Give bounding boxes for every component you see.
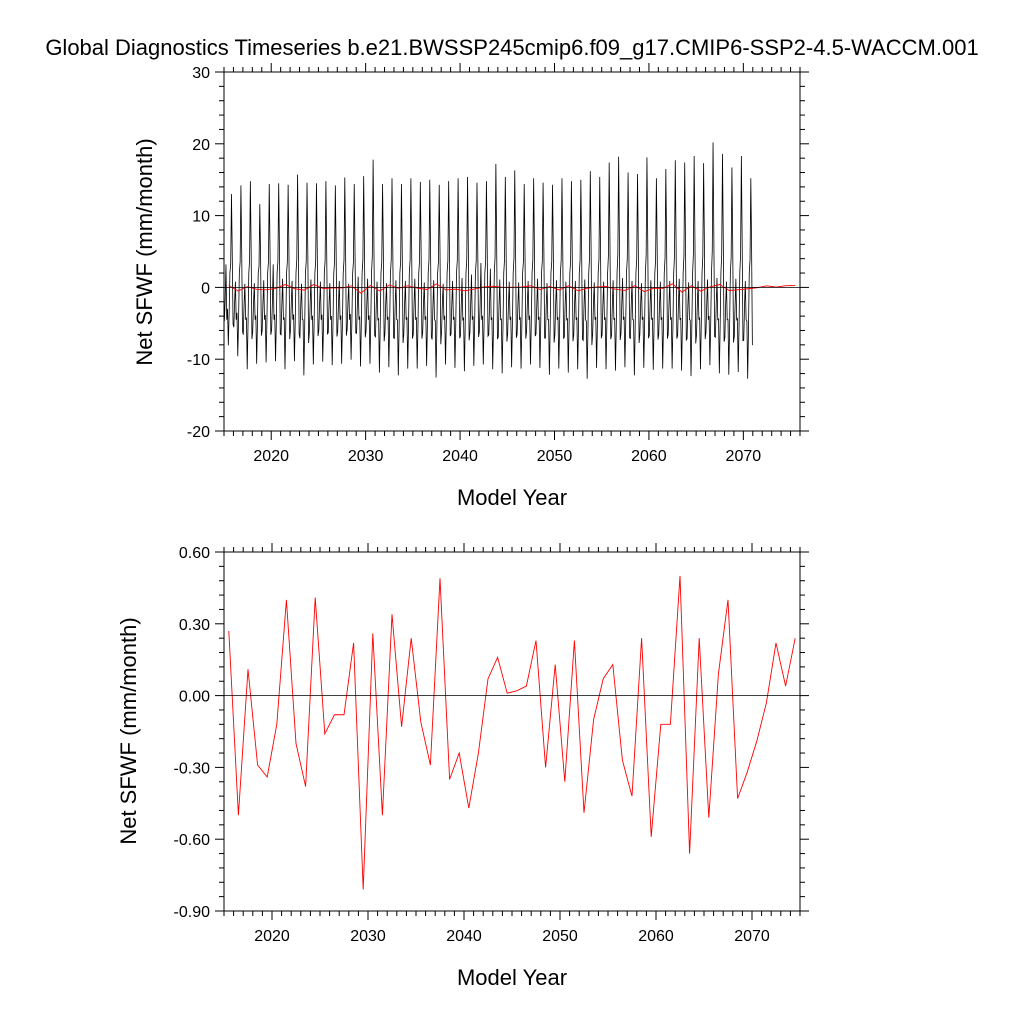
x-axis-label: Model Year xyxy=(457,485,567,510)
x-tick-label: 2020 xyxy=(254,928,290,945)
x-tick-label: 2040 xyxy=(446,928,482,945)
x-tick-label: 2050 xyxy=(542,928,578,945)
y-tick-label: 0.30 xyxy=(179,617,210,634)
y-tick-label: -0.90 xyxy=(174,904,211,921)
y-tick-label: -0.60 xyxy=(174,832,211,849)
series-line-annual-mean xyxy=(228,283,796,294)
x-tick-label: 2060 xyxy=(638,928,674,945)
figure-title: Global Diagnostics Timeseries b.e21.BWSS… xyxy=(45,35,978,60)
x-tick-label: 2040 xyxy=(442,448,478,465)
x-tick-label: 2030 xyxy=(350,928,386,945)
y-tick-label: 0 xyxy=(201,280,210,297)
y-tick-label: -20 xyxy=(187,424,210,441)
plot-frame xyxy=(223,551,801,912)
panel-top-monthly-timeseries: 2020 2030 2040 2050 2060 2070-20-100102030Mod… xyxy=(132,63,809,510)
x-tick-label: 2070 xyxy=(734,928,770,945)
y-tick-label: -0.30 xyxy=(174,760,211,777)
y-tick-label: 0.00 xyxy=(179,689,210,706)
y-tick-label: 10 xyxy=(192,209,210,226)
plot-frame xyxy=(223,71,801,432)
x-axis-label: Model Year xyxy=(457,965,567,990)
plot-area xyxy=(228,575,796,890)
series-line-annual-mean xyxy=(228,575,796,890)
y-tick-label: 30 xyxy=(192,65,210,82)
y-tick-label: 20 xyxy=(192,137,210,154)
x-tick-label: 2050 xyxy=(537,448,573,465)
panel-bottom-annual-timeseries: 2020 2030 2040 2050 2060 2070 -0.90 -0.60 -0.30 0… xyxy=(116,543,809,990)
x-tick-label: 2030 xyxy=(348,448,384,465)
x-tick-label: 2060 xyxy=(631,448,667,465)
y-tick-label: 0.60 xyxy=(179,545,210,562)
y-axis-label: Net SFWF (mm/month) xyxy=(116,617,141,844)
x-tick-label: 2020 xyxy=(253,448,289,465)
y-axis-label: Net SFWF (mm/month) xyxy=(132,138,157,365)
y-tick-label: -10 xyxy=(187,352,210,369)
series-line-monthly xyxy=(224,142,753,379)
x-tick-label: 2070 xyxy=(726,448,762,465)
plot-area xyxy=(224,142,796,379)
